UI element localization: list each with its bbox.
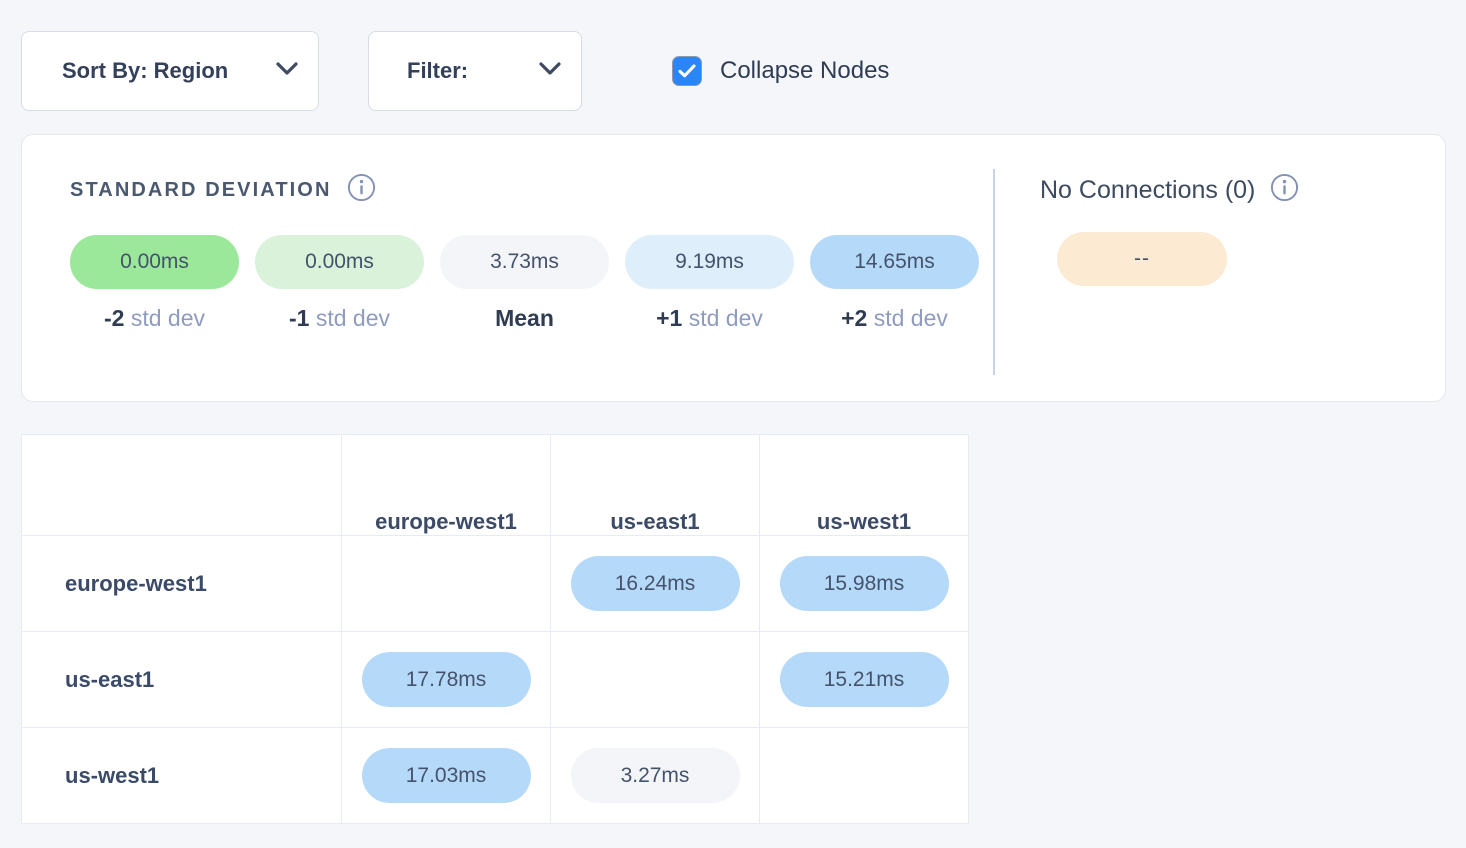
info-icon[interactable] xyxy=(347,173,376,207)
latency-pill: 3.27ms xyxy=(570,748,740,803)
std-dev-pill: 0.00ms xyxy=(255,235,424,289)
matrix-cell[interactable]: 17.03ms xyxy=(341,727,551,824)
table-row: us-west1 17.03ms 3.27ms xyxy=(21,727,969,824)
column-header-label: us-west1 xyxy=(816,509,912,534)
std-dev-header: STANDARD DEVIATION xyxy=(70,173,979,207)
row-header-label: us-west1 xyxy=(65,762,160,788)
latency-value: 17.03ms xyxy=(405,763,487,787)
matrix-cell[interactable]: 3.27ms xyxy=(550,727,760,824)
std-dev-caption-suffix: std dev xyxy=(309,305,390,331)
column-header-label: europe-west1 xyxy=(375,509,517,534)
std-dev-value: 14.65ms xyxy=(854,250,935,273)
matrix-cell[interactable]: 15.98ms xyxy=(759,535,969,632)
latency-value: 15.98ms xyxy=(823,571,905,595)
collapse-nodes-checkbox[interactable] xyxy=(672,56,702,86)
std-dev-item: 14.65ms +2 std dev xyxy=(810,235,979,332)
no-connections-header: No Connections (0) xyxy=(1040,173,1299,207)
no-connections-pill: -- xyxy=(1057,232,1227,286)
matrix-cell[interactable]: 17.78ms xyxy=(341,631,551,728)
std-dev-value: 0.00ms xyxy=(305,250,374,273)
std-dev-caption: -2 std dev xyxy=(70,305,239,332)
matrix-cell[interactable]: 15.21ms xyxy=(759,631,969,728)
latency-value: 17.78ms xyxy=(405,667,487,691)
no-connections-title: No Connections (0) xyxy=(1040,175,1256,204)
std-dev-legend: STANDARD DEVIATION 0.00ms -2 std dev 0.0… xyxy=(70,173,979,332)
std-dev-value: 9.19ms xyxy=(675,250,744,273)
std-dev-value: 0.00ms xyxy=(120,250,189,273)
mean-value: 3.73ms xyxy=(490,250,559,273)
row-header: us-east1 xyxy=(21,631,342,728)
no-connections-legend: No Connections (0) -- xyxy=(1040,173,1299,286)
latency-pill: 16.24ms xyxy=(570,556,740,611)
std-dev-pill: 9.19ms xyxy=(625,235,794,289)
std-dev-caption-prefix: +1 xyxy=(656,305,683,331)
std-dev-item: 3.73ms Mean xyxy=(440,235,609,332)
sort-by-dropdown[interactable]: Sort By: Region xyxy=(21,31,319,111)
mean-caption: Mean xyxy=(495,305,554,331)
row-header-label: us-east1 xyxy=(65,666,155,692)
std-dev-caption: +2 std dev xyxy=(810,305,979,332)
legend-card: STANDARD DEVIATION 0.00ms -2 std dev 0.0… xyxy=(21,134,1446,402)
matrix-cell[interactable] xyxy=(341,535,551,632)
std-dev-pill: 0.00ms xyxy=(70,235,239,289)
check-icon xyxy=(678,64,696,78)
latency-matrix: europe-west1 us-east1 us-west1 europe-we… xyxy=(21,434,969,824)
filter-label: Filter: xyxy=(407,58,469,83)
std-dev-caption: +1 std dev xyxy=(625,305,794,332)
collapse-nodes-toggle[interactable]: Collapse Nodes xyxy=(672,56,889,86)
matrix-cell[interactable]: 16.24ms xyxy=(550,535,760,632)
legend-divider xyxy=(993,169,995,375)
table-row: europe-west1 16.24ms 15.98ms xyxy=(21,535,969,632)
row-header: europe-west1 xyxy=(21,535,342,632)
latency-pill: 15.21ms xyxy=(779,652,949,707)
column-header: us-east1 xyxy=(550,434,760,536)
latency-pill: 17.03ms xyxy=(361,748,531,803)
row-header: us-west1 xyxy=(21,727,342,824)
mean-pill: 3.73ms xyxy=(440,235,609,289)
std-dev-item: 0.00ms -2 std dev xyxy=(70,235,239,332)
info-icon[interactable] xyxy=(1270,173,1299,207)
sort-by-label: Sort By: Region xyxy=(62,58,229,83)
row-header-label: europe-west1 xyxy=(65,570,207,596)
collapse-nodes-label: Collapse Nodes xyxy=(720,57,890,84)
latency-pill: 15.98ms xyxy=(779,556,949,611)
column-header: europe-west1 xyxy=(341,434,551,536)
std-dev-scale: 0.00ms -2 std dev 0.00ms -1 std dev 3.73… xyxy=(70,235,979,332)
toolbar: Sort By: Region Filter: Collapse Nodes xyxy=(0,0,1466,120)
std-dev-item: 9.19ms +1 std dev xyxy=(625,235,794,332)
table-header-row: europe-west1 us-east1 us-west1 xyxy=(21,434,969,536)
filter-dropdown[interactable]: Filter: xyxy=(368,31,582,111)
matrix-cell[interactable] xyxy=(759,727,969,824)
column-header: us-west1 xyxy=(759,434,969,536)
std-dev-caption-suffix: std dev xyxy=(867,305,948,331)
std-dev-pill: 14.65ms xyxy=(810,235,979,289)
latency-value: 3.27ms xyxy=(620,763,690,787)
std-dev-item: 0.00ms -1 std dev xyxy=(255,235,424,332)
std-dev-caption: -1 std dev xyxy=(255,305,424,332)
std-dev-caption-suffix: std dev xyxy=(124,305,205,331)
chevron-down-icon xyxy=(539,61,561,81)
no-connections-value: -- xyxy=(1134,247,1150,270)
std-dev-caption-prefix: -1 xyxy=(289,305,310,331)
corner-cell xyxy=(21,434,342,536)
latency-pill: 17.78ms xyxy=(361,652,531,707)
std-dev-caption-prefix: +2 xyxy=(841,305,868,331)
matrix-cell[interactable] xyxy=(550,631,760,728)
column-header-label: us-east1 xyxy=(610,509,700,534)
std-dev-caption-prefix: -2 xyxy=(104,305,125,331)
std-dev-caption-suffix: std dev xyxy=(682,305,763,331)
std-dev-title: STANDARD DEVIATION xyxy=(70,178,332,201)
latency-value: 15.21ms xyxy=(823,667,905,691)
chevron-down-icon xyxy=(276,61,298,81)
table-row: us-east1 17.78ms 15.21ms xyxy=(21,631,969,728)
latency-value: 16.24ms xyxy=(614,571,696,595)
